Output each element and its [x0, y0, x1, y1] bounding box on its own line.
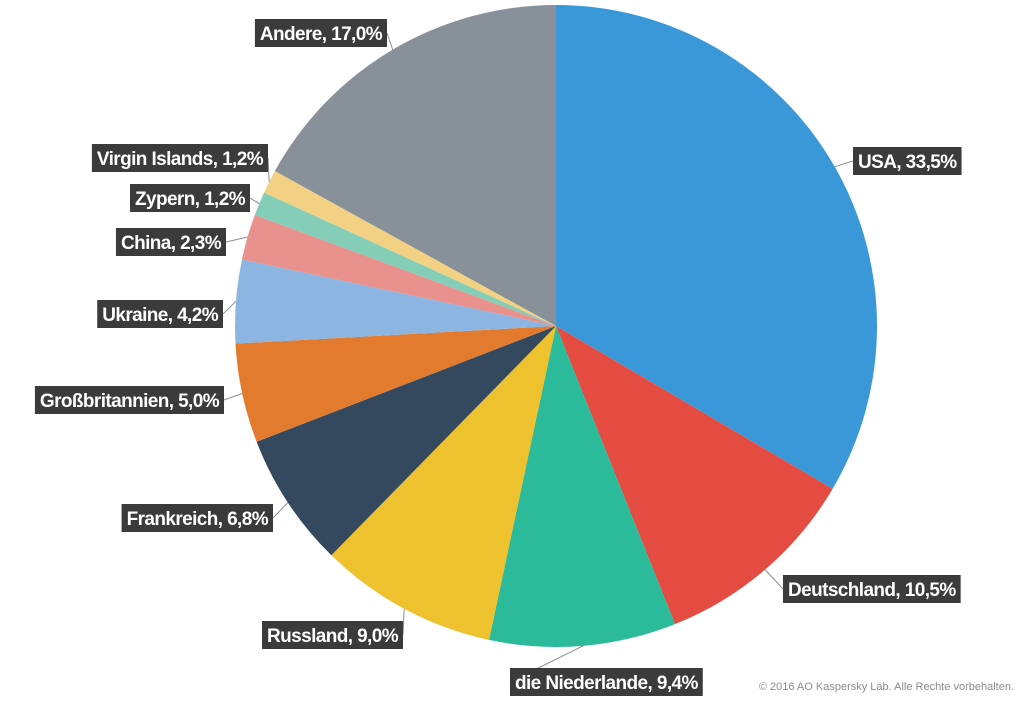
slice-label-zypern: Zypern, 1,2%: [129, 184, 250, 212]
pie-slice-china: [241, 215, 556, 326]
leader-line: [267, 157, 270, 182]
slice-label-text: Deutschland, 10,5%: [788, 580, 956, 601]
pie-slice-zypern: [254, 192, 557, 326]
pie-slice-deutschland: [556, 326, 833, 625]
slice-label-text: Zypern, 1,2%: [135, 189, 246, 210]
pie-slice-andere: [274, 5, 556, 326]
slice-label-text: Großbritannien, 5,0%: [40, 391, 220, 412]
leader-line: [272, 502, 289, 519]
slice-label-text: Frankreich, 6,8%: [127, 509, 269, 530]
slice-label-ukraine: Ukraine, 4,2%: [97, 300, 223, 328]
leader-line: [834, 160, 854, 168]
leader-line: [222, 300, 237, 315]
pie-slices: [234, 5, 877, 647]
leader-line: [764, 569, 784, 590]
slice-label-grossbritannien: Großbritannien, 5,0%: [34, 386, 224, 414]
pie-slice-russland: [331, 326, 556, 640]
pie-slice-frankreich: [256, 326, 556, 556]
leader-line: [225, 236, 248, 243]
slice-label-frankreich: Frankreich, 6,8%: [121, 504, 273, 532]
slice-label-china: China, 2,3%: [115, 228, 226, 256]
leader-line: [402, 608, 405, 636]
slice-label-text: Ukraine, 4,2%: [102, 305, 218, 326]
slice-label-text: die Niederlande, 9,4%: [515, 673, 698, 694]
slice-label-andere: Andere, 17,0%: [254, 19, 387, 47]
slice-labels: USA, 33,5% Deutschland, 10,5% die Niederla…: [34, 19, 962, 696]
slice-label-text: Virgin Islands, 1,2%: [97, 149, 264, 170]
label-leader-lines: [222, 32, 854, 683]
pie-slice-ukraine: [234, 259, 557, 344]
leader-line: [386, 32, 394, 50]
pie-slice-die-niederlande: [489, 326, 675, 647]
slice-label-text: China, 2,3%: [121, 233, 222, 254]
slice-label-russland: Russland, 9,0%: [262, 621, 403, 649]
copyright-notice: © 2016 AO Kaspersky Lab. Alle Rechte vor…: [758, 681, 1014, 693]
slice-label-text: Russland, 9,0%: [267, 626, 399, 647]
slice-label-text: USA, 33,5%: [858, 152, 957, 173]
leader-line: [223, 393, 243, 401]
leader-line: [249, 197, 260, 205]
slice-label-die-niederlande: die Niederlande, 9,4%: [510, 668, 703, 696]
slice-label-usa: USA, 33,5%: [853, 147, 962, 175]
slice-label-deutschland: Deutschland, 10,5%: [783, 575, 961, 603]
pie-slice-usa: [556, 5, 877, 489]
pie-slice-grossbritannien: [235, 326, 557, 442]
pie-slice-virgin-islands: [264, 171, 556, 326]
slice-label-text: Andere, 17,0%: [260, 24, 383, 45]
slice-label-virgin-islands: Virgin Islands, 1,2%: [91, 144, 268, 172]
